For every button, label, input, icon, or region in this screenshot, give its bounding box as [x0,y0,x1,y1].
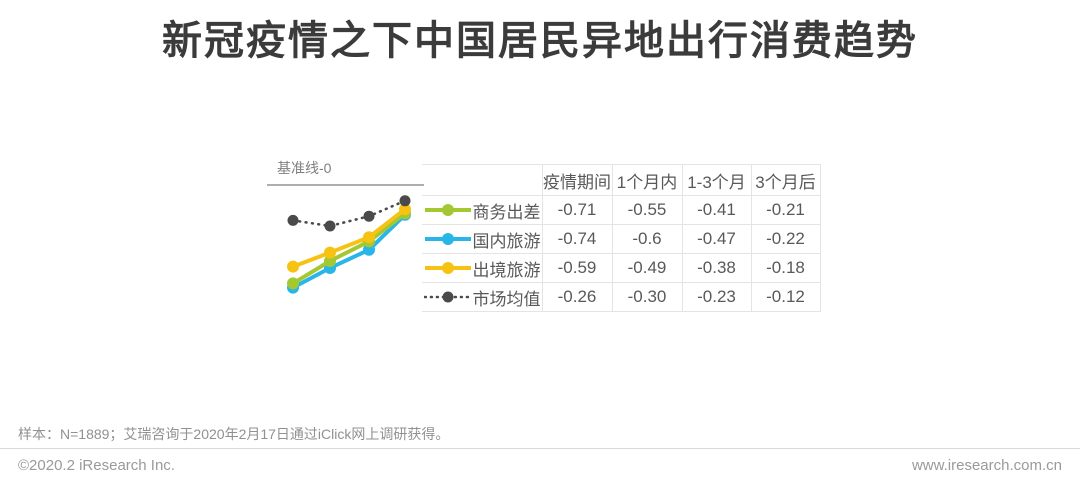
table-row-市场均值: 市场均值 -0.26 -0.30 -0.23 -0.12 [422,282,821,312]
copyright-text: ©2020.2 iResearch Inc. [18,457,175,474]
source-note: 样本：N=1889；艾瑞咨询于2020年2月17日通过iClick网上调研获得。 [18,426,450,442]
series-label: 市场均值 [472,289,541,309]
table-header-0: 疫情期间 [541,164,613,196]
table-header-1: 1个月内 [611,164,683,196]
table-row-商务出差: 商务出差 -0.71 -0.55 -0.41 -0.21 [422,195,821,225]
value-cell: -0.30 [611,282,683,312]
table-header-row: 疫情期间 1个月内 1-3个月 3个月后 [422,164,821,196]
value-cell: -0.59 [541,253,613,283]
baseline-label: 基准线-0 [277,160,332,176]
consumption-table: 疫情期间 1个月内 1-3个月 3个月后 商务出差 -0.71 -0.55 -0.41 -0.… [422,164,821,312]
table-body: 商务出差 -0.71 -0.55 -0.41 -0.21 国内旅游 -0.74 -0.6 -0.… [422,195,821,312]
value-cell: -0.12 [750,282,821,312]
table-header-3: 3个月后 [750,164,821,196]
legend-glyph-dotted [424,291,472,303]
table-header-legend-spacer [422,164,543,196]
line-chart-svg [287,195,411,294]
value-cell: -0.26 [541,282,613,312]
table-row-出境旅游: 出境旅游 -0.59 -0.49 -0.38 -0.18 [422,253,821,283]
trend-line-chart: 基准线-0 [265,158,427,310]
legend-glyph-solid [425,233,471,245]
series-label-cell: 商务出差 [422,195,543,225]
value-cell: -0.18 [750,253,821,283]
value-cell: -0.49 [611,253,683,283]
value-cell: -0.22 [750,224,821,254]
table-row-国内旅游: 国内旅游 -0.74 -0.6 -0.47 -0.22 [422,224,821,254]
value-cell: -0.55 [611,195,683,225]
series-label-cell: 市场均值 [422,282,543,312]
website-link: www.iresearch.com.cn [911,457,1062,474]
baseline-zero-line [267,184,424,186]
series-label: 商务出差 [472,202,541,222]
value-cell: -0.71 [541,195,613,225]
value-cell: -0.23 [681,282,752,312]
series-label-cell: 国内旅游 [422,224,543,254]
value-cell: -0.38 [681,253,752,283]
value-cell: -0.74 [541,224,613,254]
legend-glyph-solid [425,204,471,216]
series-label: 国内旅游 [472,231,541,251]
value-cell: -0.21 [750,195,821,225]
page-title: 新冠疫情之下中国居民异地出行消费趋势 [162,19,918,63]
value-cell: -0.47 [681,224,752,254]
legend-glyph-solid [425,262,471,274]
series-label: 出境旅游 [472,260,541,280]
table-header-2: 1-3个月 [681,164,752,196]
footer-divider [0,448,1080,449]
series-label-cell: 出境旅游 [422,253,543,283]
value-cell: -0.6 [611,224,683,254]
value-cell: -0.41 [681,195,752,225]
